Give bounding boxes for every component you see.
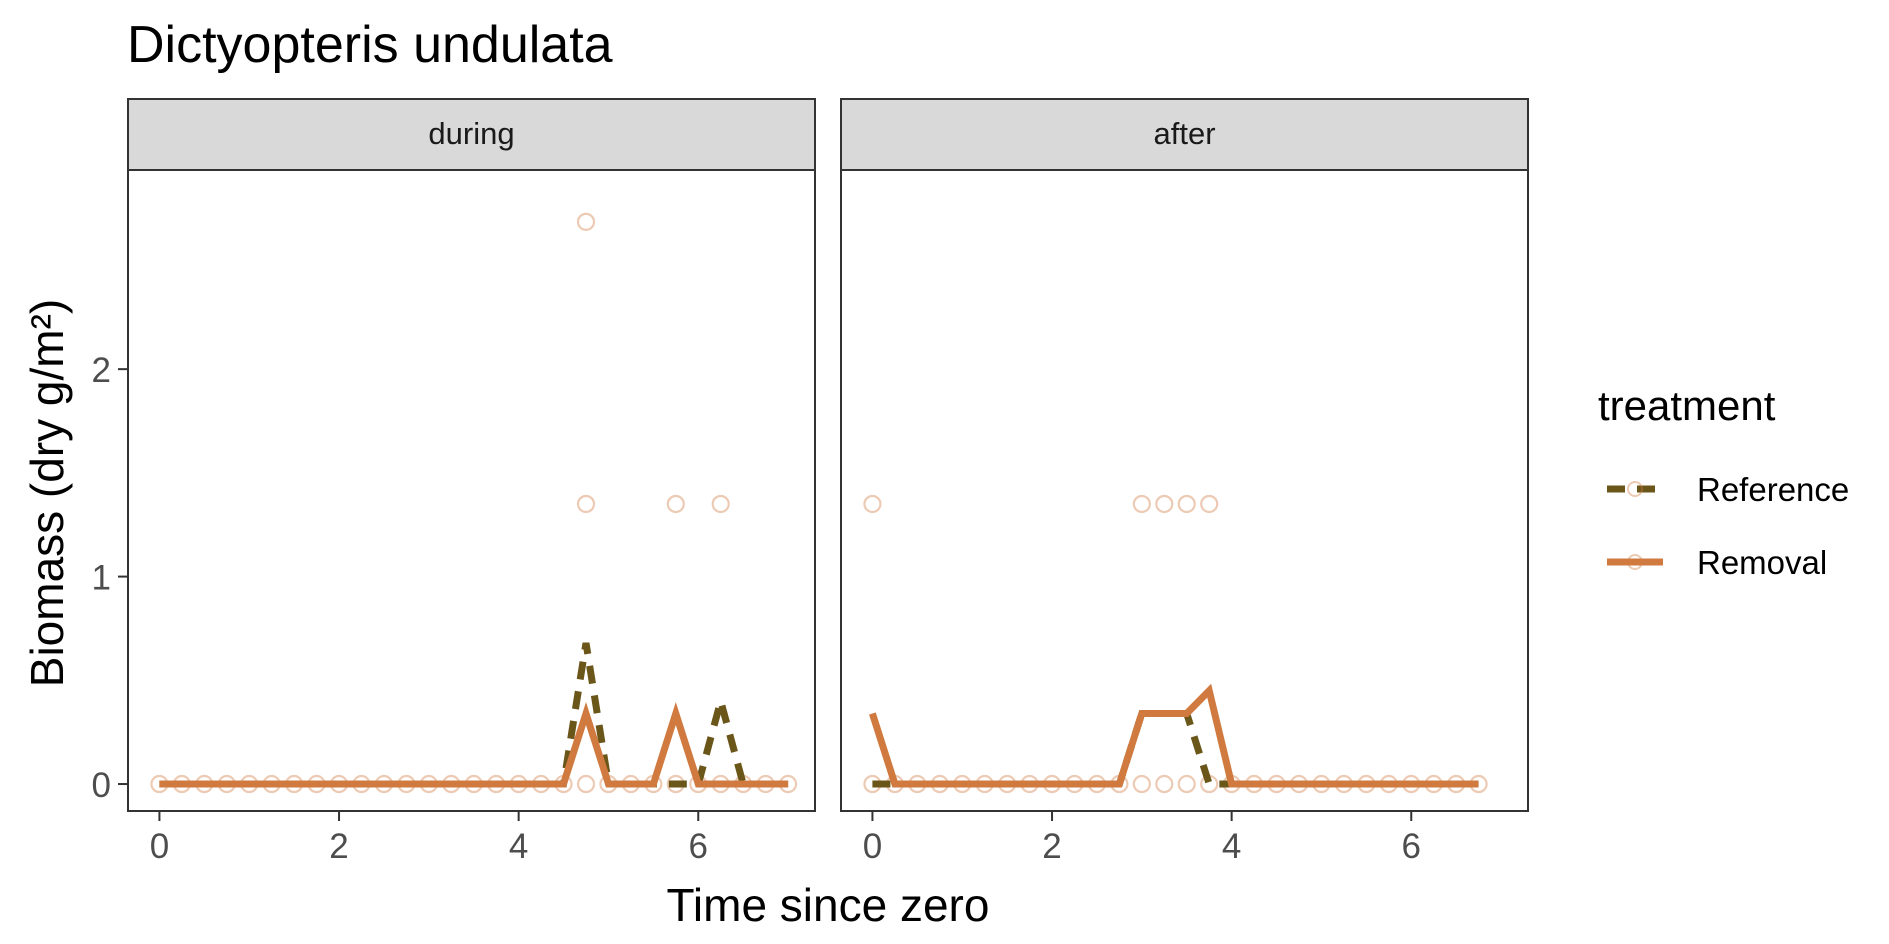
data-point <box>1155 494 1174 514</box>
chart-title: Dictyopteris undulata <box>127 16 613 74</box>
series-line-reference <box>159 642 789 788</box>
data-point <box>1155 774 1174 794</box>
data-point <box>576 212 596 231</box>
panel-border <box>840 169 1529 812</box>
data-point <box>1132 494 1151 514</box>
data-point <box>1177 494 1196 514</box>
raw-points <box>863 494 1488 794</box>
series-line-removal <box>869 683 1479 788</box>
strip-label: during <box>428 116 514 151</box>
y-tick-label: 2 <box>92 351 111 390</box>
legend-point <box>1627 554 1643 570</box>
x-tick-label: 6 <box>689 827 708 866</box>
panel-border <box>127 169 816 812</box>
x-tick-label: 2 <box>1042 827 1061 866</box>
x-tick-label: 0 <box>150 827 169 866</box>
data-point <box>576 494 596 514</box>
panel-during: during 0 2 4 6 0 1 2 <box>92 98 816 866</box>
panel-after: after 0 2 4 6 <box>840 98 1529 866</box>
raw-points <box>150 212 798 794</box>
panels: during 0 2 4 6 0 1 2 after 0 2 4 6 <box>92 98 1529 866</box>
data-point <box>1200 494 1219 514</box>
data-point <box>1132 774 1151 794</box>
x-tick-label: 4 <box>1222 827 1241 866</box>
legend-title: treatment <box>1598 382 1776 429</box>
data-point <box>863 494 882 514</box>
series-line-removal <box>159 701 789 788</box>
x-tick-label: 0 <box>863 827 882 866</box>
strip-during <box>127 98 816 171</box>
x-tick-label: 6 <box>1402 827 1421 866</box>
legend-item-reference: Reference <box>1607 471 1849 508</box>
data-point <box>576 774 596 794</box>
legend-label: Reference <box>1697 471 1849 508</box>
legend-label: Removal <box>1697 544 1827 581</box>
strip-label: after <box>1153 116 1215 151</box>
data-point <box>1177 774 1196 794</box>
x-axis-title: Time since zero <box>667 879 990 931</box>
strip-after <box>840 98 1529 171</box>
legend: Reference Removal <box>1607 471 1849 581</box>
y-axis-title: Biomass (dry g/m²) <box>21 299 73 687</box>
y-tick-label: 0 <box>92 766 111 805</box>
data-point <box>666 494 685 514</box>
series-line-reference <box>872 710 1479 788</box>
x-tick-label: 2 <box>329 827 348 866</box>
data-point <box>711 494 730 514</box>
x-tick-label: 4 <box>509 827 528 866</box>
legend-item-removal: Removal <box>1607 544 1827 581</box>
y-tick-label: 1 <box>92 559 111 598</box>
legend-point <box>1627 481 1643 497</box>
